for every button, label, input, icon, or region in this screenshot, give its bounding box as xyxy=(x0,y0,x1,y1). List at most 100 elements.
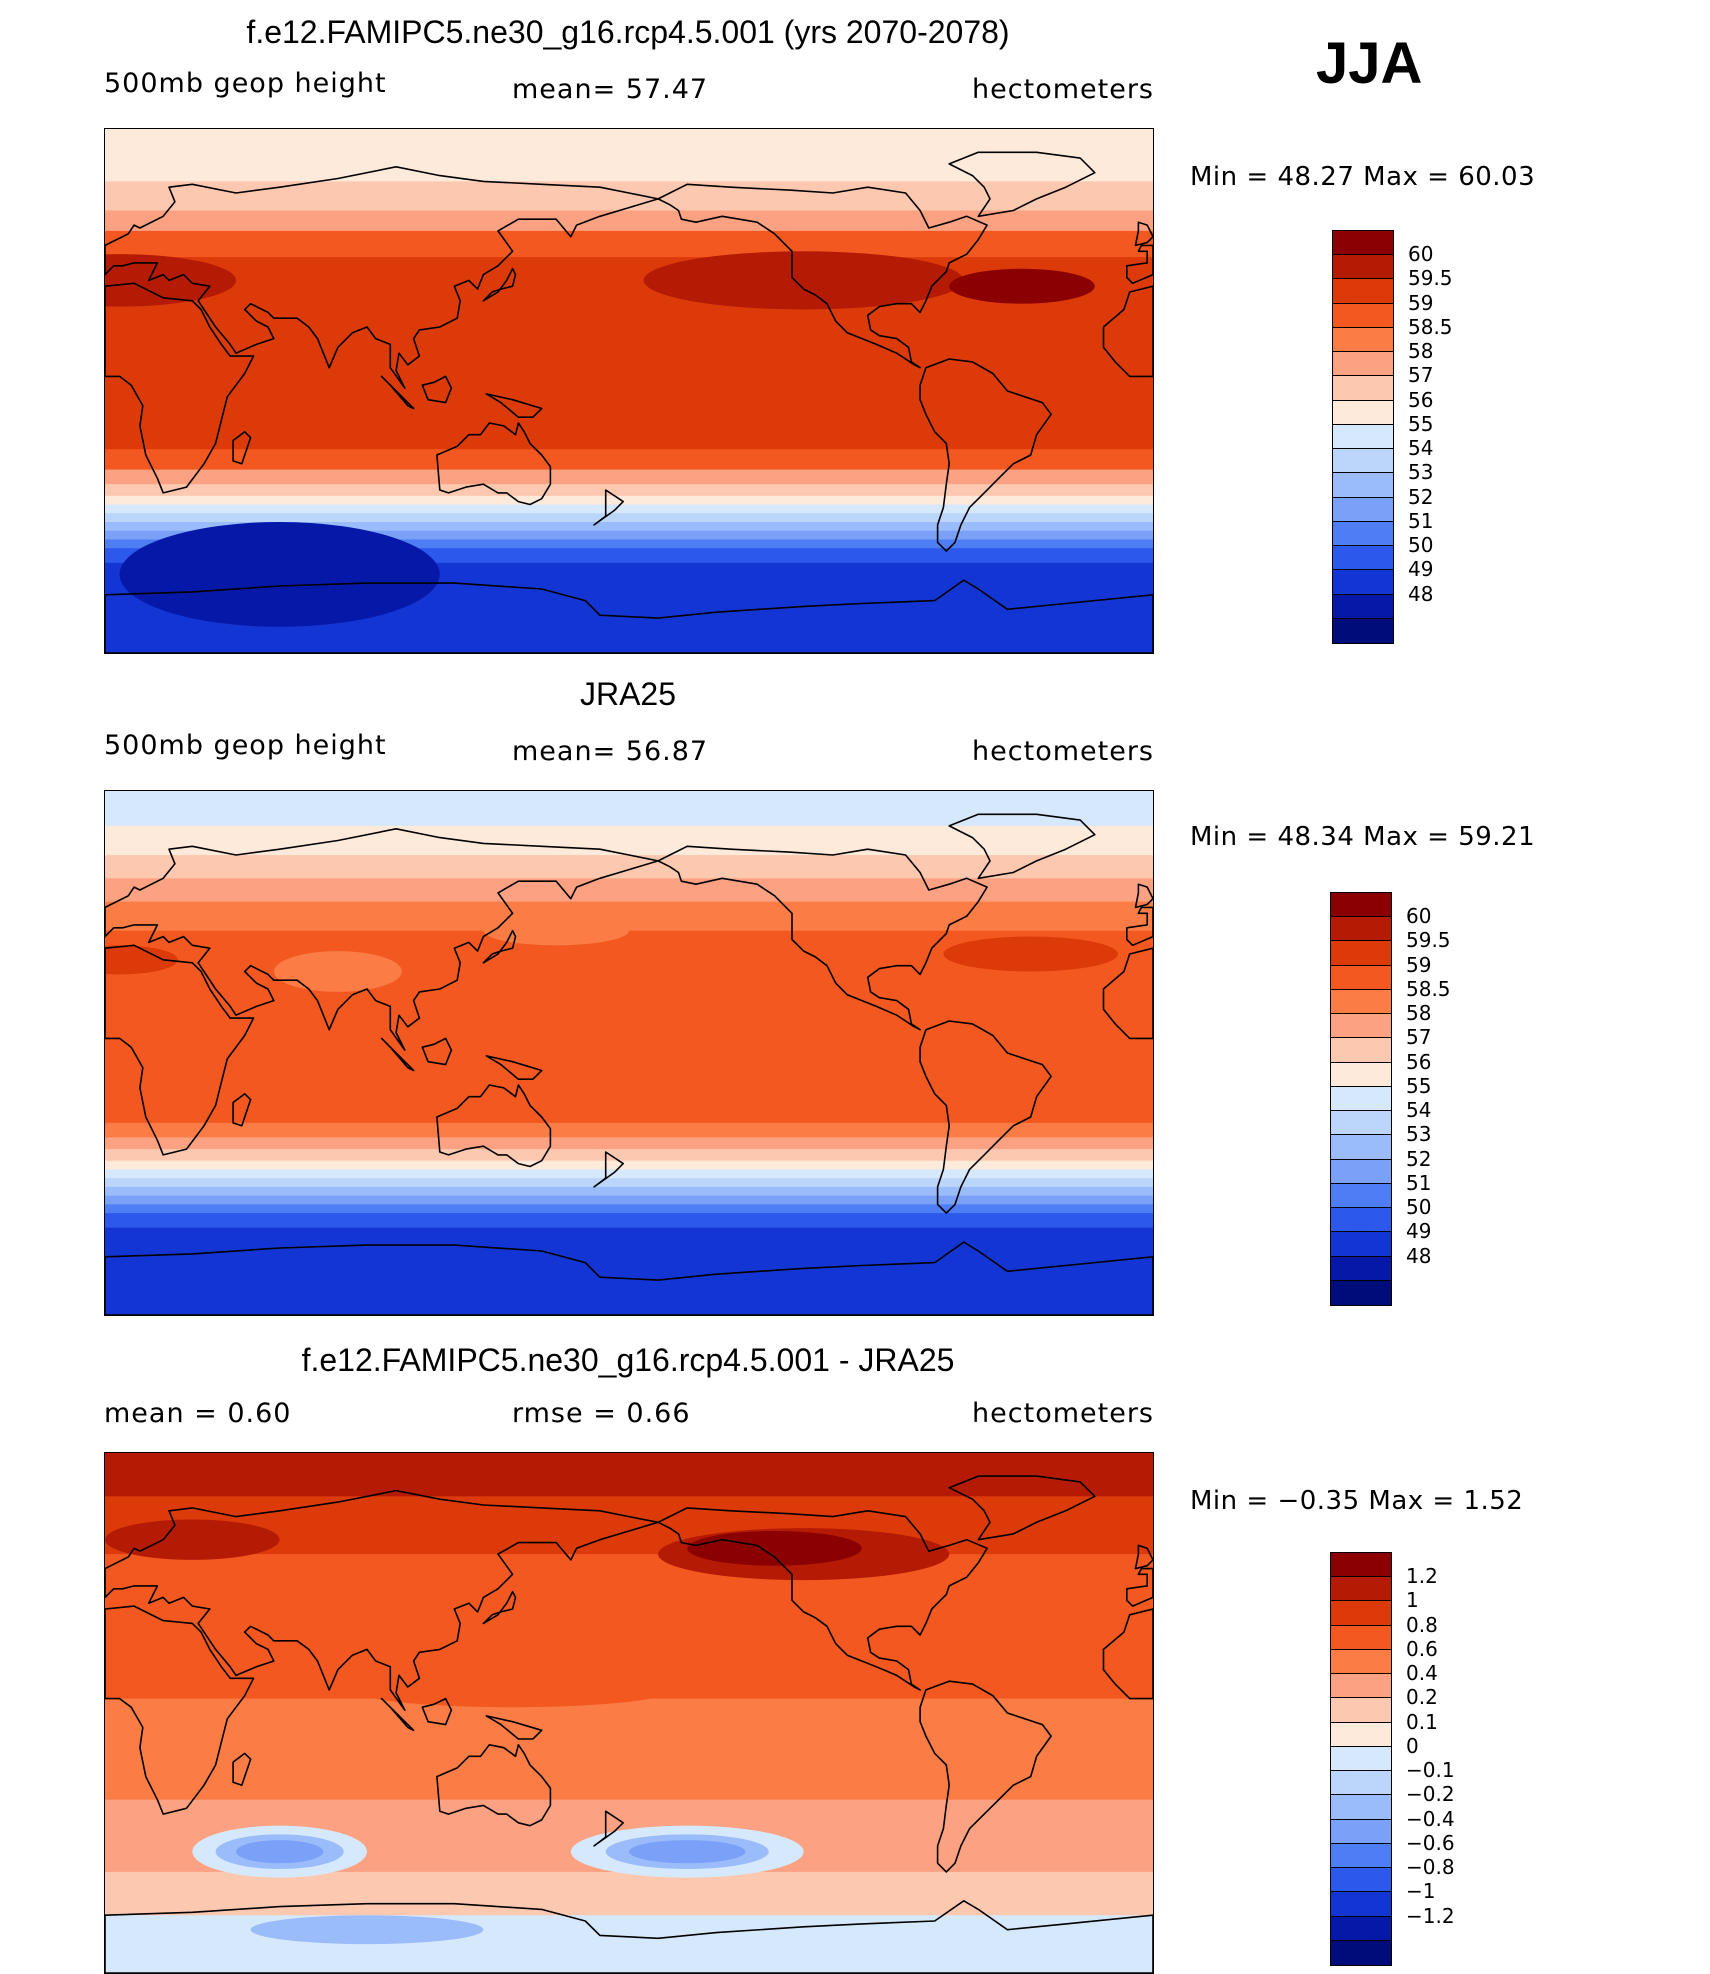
panel-units: hectometers xyxy=(972,1398,1154,1429)
coastline xyxy=(1125,244,1153,285)
color-bar-label: 52 xyxy=(1406,1146,1432,1171)
contour-band xyxy=(105,901,1153,932)
color-swatch xyxy=(1331,1280,1391,1305)
color-swatch xyxy=(1331,1722,1391,1747)
panel-left-label: 500mb geop height xyxy=(104,68,387,99)
map-svg xyxy=(105,129,1153,653)
color-swatch xyxy=(1331,1625,1391,1650)
coastline xyxy=(919,1680,1052,1873)
panel-units: hectometers xyxy=(972,736,1154,767)
color-bar-label: −0.2 xyxy=(1406,1782,1455,1807)
color-bar-label: 55 xyxy=(1406,1073,1432,1098)
coastline xyxy=(436,1084,552,1168)
color-swatch xyxy=(1331,917,1391,942)
contour-band xyxy=(105,1871,1153,1916)
coastline xyxy=(1134,221,1153,247)
coastline xyxy=(105,944,255,1156)
color-bar-label: 50 xyxy=(1408,533,1434,558)
contour-band xyxy=(105,1137,1153,1150)
coastline xyxy=(1102,285,1153,378)
color-bar-label: 56 xyxy=(1406,1049,1432,1074)
panel-title: f.e12.FAMIPC5.ne30_g16.rcp4.5.001 (yrs 2… xyxy=(246,14,1010,50)
coastline xyxy=(232,1092,252,1127)
contour-band xyxy=(105,1213,1153,1229)
color-bar-label: 0 xyxy=(1406,1733,1419,1758)
color-bar-label: 58 xyxy=(1408,339,1434,364)
color-bar-label: −0.8 xyxy=(1406,1855,1455,1880)
color-bar-label: 55 xyxy=(1408,411,1434,436)
color-swatch xyxy=(1331,1868,1391,1893)
contour-region xyxy=(687,1531,862,1566)
color-swatch xyxy=(1331,1553,1391,1578)
contour-band xyxy=(105,1453,1153,1497)
min-max-stats: Min = −0.35 Max = 1.52 xyxy=(1190,1486,1524,1516)
color-swatch xyxy=(1333,521,1393,547)
contour-region xyxy=(105,945,178,975)
color-bar-label: 53 xyxy=(1408,460,1434,485)
coastline xyxy=(232,430,252,465)
color-swatch xyxy=(1333,231,1393,256)
color-bar-label: 52 xyxy=(1408,484,1434,509)
contour-band xyxy=(105,495,1153,506)
contour-band xyxy=(105,449,1153,471)
color-swatch xyxy=(1331,1795,1391,1820)
coastline xyxy=(105,282,255,494)
panel-left-label: mean = 0.60 xyxy=(104,1398,292,1429)
contour-band xyxy=(105,513,1153,523)
coastline xyxy=(482,267,517,302)
coastline xyxy=(485,1715,543,1740)
color-bar-label: 58.5 xyxy=(1406,976,1451,1001)
coastline xyxy=(105,1605,255,1815)
color-swatch xyxy=(1331,1601,1391,1626)
coastline xyxy=(436,422,552,506)
color-swatch xyxy=(1331,1649,1391,1675)
contour-band xyxy=(105,1178,1153,1188)
contour-band xyxy=(105,1227,1153,1315)
color-swatch xyxy=(1333,546,1393,571)
coastline xyxy=(593,1810,625,1847)
color-bar-label: 50 xyxy=(1406,1195,1432,1220)
contour-band xyxy=(105,1186,1153,1197)
panel-title: JRA25 xyxy=(579,676,677,712)
color-bar-label: 59 xyxy=(1408,290,1434,315)
color-swatch xyxy=(1333,279,1393,304)
coastline xyxy=(421,375,453,404)
color-bar-label: 0.6 xyxy=(1406,1636,1438,1661)
coastline xyxy=(919,1020,1052,1214)
color-bar-label: −1.2 xyxy=(1406,1903,1455,1928)
contour-band xyxy=(105,1204,1153,1214)
color-swatch xyxy=(1333,327,1393,353)
contour-band xyxy=(105,1160,1153,1170)
contour-band xyxy=(105,1122,1153,1138)
contour-band xyxy=(105,504,1153,514)
coastline xyxy=(1125,1567,1153,1607)
map-plot xyxy=(104,1452,1154,1974)
color-swatch xyxy=(1331,989,1391,1015)
coastline xyxy=(919,358,1052,552)
coastline xyxy=(485,1055,543,1081)
color-swatch xyxy=(1333,473,1393,498)
panel-center-label: mean= 56.87 xyxy=(512,736,709,767)
color-bar-label: 0.4 xyxy=(1406,1661,1438,1686)
contour-band xyxy=(105,210,1153,232)
contour-region xyxy=(273,951,402,992)
min-max-stats: Min = 48.27 Max = 60.03 xyxy=(1190,162,1536,192)
color-swatch xyxy=(1331,1674,1391,1699)
contour-band xyxy=(105,1698,1153,1801)
coastline xyxy=(1134,883,1153,909)
color-swatch xyxy=(1331,1892,1391,1917)
color-swatch xyxy=(1333,303,1393,328)
color-bar-label: 49 xyxy=(1408,557,1434,582)
contour-band xyxy=(105,181,1153,212)
color-swatch xyxy=(1331,1086,1391,1112)
color-swatch xyxy=(1333,255,1393,280)
contour-band xyxy=(105,230,1153,258)
coastline xyxy=(593,1151,625,1188)
contour-band xyxy=(105,878,1153,903)
color-swatch xyxy=(1333,376,1393,401)
coastline xyxy=(948,151,1096,218)
color-swatch xyxy=(1333,618,1393,643)
coastline xyxy=(421,1037,453,1066)
map-plot xyxy=(104,128,1154,654)
color-bar-label: 51 xyxy=(1406,1170,1432,1195)
